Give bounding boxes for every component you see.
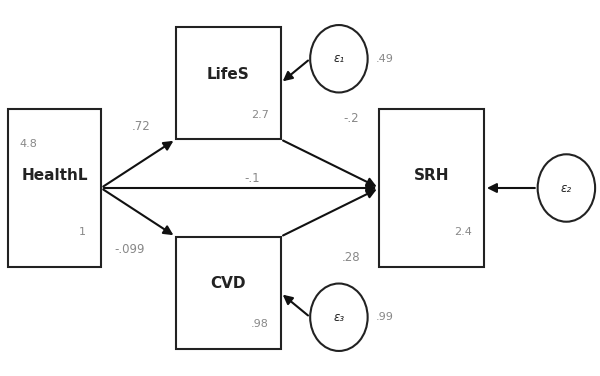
- Ellipse shape: [310, 25, 368, 92]
- Text: .98: .98: [251, 319, 269, 329]
- Text: ε₃: ε₃: [334, 311, 344, 324]
- Text: CVD: CVD: [211, 276, 246, 291]
- Text: LifeS: LifeS: [207, 67, 250, 82]
- Ellipse shape: [538, 154, 595, 222]
- Text: -.2: -.2: [343, 112, 359, 125]
- Text: .49: .49: [376, 54, 394, 64]
- FancyBboxPatch shape: [176, 237, 281, 349]
- Text: 1: 1: [79, 227, 86, 237]
- Text: .99: .99: [376, 312, 394, 322]
- Text: .72: .72: [132, 120, 151, 133]
- Text: 4.8: 4.8: [20, 139, 38, 149]
- Text: SRH: SRH: [414, 168, 449, 183]
- Text: ε₂: ε₂: [561, 182, 572, 194]
- Text: 2.4: 2.4: [454, 227, 472, 237]
- FancyBboxPatch shape: [176, 27, 281, 139]
- Text: ε₁: ε₁: [334, 52, 344, 65]
- Text: -.1: -.1: [244, 172, 260, 185]
- Ellipse shape: [310, 284, 368, 351]
- Text: HealthL: HealthL: [22, 168, 88, 183]
- Text: 2.7: 2.7: [251, 109, 269, 120]
- FancyBboxPatch shape: [8, 109, 101, 267]
- Text: -.099: -.099: [114, 243, 145, 256]
- FancyBboxPatch shape: [379, 109, 484, 267]
- Text: .28: .28: [341, 251, 360, 264]
